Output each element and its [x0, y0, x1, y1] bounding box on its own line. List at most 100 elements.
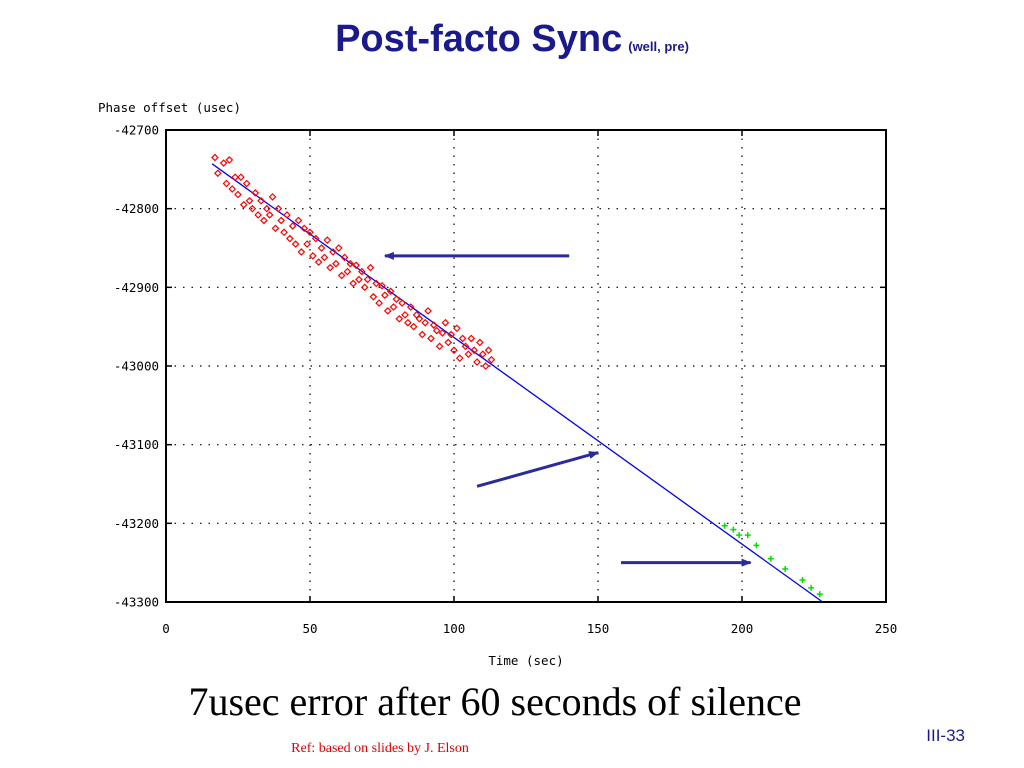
red-data-point: [323, 236, 332, 244]
red-data-point: [297, 248, 306, 256]
y-tick-label: -43200: [114, 516, 159, 531]
red-data-point: [277, 216, 286, 225]
red-data-point: [360, 283, 369, 292]
slide-caption: 7usec error after 60 seconds of silence: [188, 679, 802, 724]
red-data-point: [340, 253, 349, 262]
red-data-point: [213, 169, 222, 178]
green-data-point: [767, 555, 774, 562]
red-data-point: [274, 204, 283, 213]
red-data-point: [265, 211, 274, 219]
red-data-point: [458, 334, 467, 343]
red-data-point: [404, 318, 412, 327]
red-data-point: [288, 222, 297, 230]
red-data-point: [435, 342, 444, 351]
red-data-point: [441, 318, 450, 327]
x-tick-label: 250: [875, 621, 898, 636]
red-data-point: [251, 189, 260, 197]
red-data-point: [280, 228, 288, 237]
red-data-point: [260, 216, 268, 225]
red-data-point: [478, 350, 487, 359]
x-axis-label: Time (sec): [488, 653, 563, 668]
grid-lines: [166, 130, 886, 602]
green-data-point: [808, 584, 815, 591]
green-data-point: [799, 576, 806, 583]
y-tick-label: -43300: [114, 595, 159, 610]
y-axis-label: Phase offset (usec): [98, 100, 241, 115]
red-data-point: [375, 299, 383, 307]
red-data-point: [332, 259, 340, 268]
red-data-point: [473, 358, 481, 366]
red-data-point: [447, 330, 455, 339]
red-data-point: [366, 263, 375, 272]
red-data-point: [372, 279, 381, 288]
red-data-point: [329, 248, 337, 256]
red-data-point: [283, 211, 291, 219]
red-data-point: [427, 334, 435, 343]
x-tick-label: 0: [162, 621, 170, 636]
red-data-point: [464, 350, 473, 359]
red-data-point: [285, 234, 294, 243]
red-data-point: [306, 228, 314, 237]
green-data-point: [744, 532, 751, 539]
red-data-point: [294, 216, 303, 225]
slide-title: Post-facto Sync: [335, 18, 623, 60]
red-data-point: [453, 324, 461, 333]
red-data-point: [357, 267, 366, 276]
red-data-point: [409, 322, 418, 331]
red-data-point: [467, 334, 476, 343]
red-data-point: [311, 234, 320, 243]
red-data-point: [309, 252, 317, 260]
red-data-point: [228, 185, 237, 193]
fit-lines: [211, 163, 823, 603]
red-data-point: [225, 156, 234, 164]
red-data-point: [470, 346, 479, 355]
green-data-point: [736, 532, 743, 539]
red-data-point: [254, 211, 263, 219]
annotation-arrow: [476, 451, 599, 488]
red-data-point: [300, 224, 309, 233]
red-data-point: [378, 281, 386, 290]
slide-subtitle: (well, pre): [628, 39, 689, 54]
red-data-point: [392, 295, 401, 303]
green-data-point: [782, 565, 789, 572]
green-data-point: [753, 542, 760, 549]
y-tick-label: -42800: [114, 201, 159, 216]
x-tick-label: 200: [731, 621, 754, 636]
red-data-point: [334, 244, 343, 252]
y-tick-label: -43100: [114, 437, 159, 452]
red-data-point: [343, 267, 352, 276]
red-data-point: [395, 314, 404, 323]
red-data-point: [349, 279, 358, 288]
red-data-point: [242, 179, 251, 188]
red-data-point: [476, 338, 484, 347]
annotation-arrows: [383, 251, 752, 567]
red-data-point: [418, 330, 427, 339]
red-data-point: [415, 314, 424, 323]
red-data-point: [291, 240, 300, 248]
red-data-point: [432, 326, 441, 335]
green-data-point: [816, 591, 823, 598]
reference-note: Ref: based on slides by J. Elson: [291, 741, 469, 756]
red-data-point: [346, 259, 355, 268]
red-data-point: [398, 299, 407, 307]
red-data-point: [389, 303, 398, 311]
x-tick-label: 100: [443, 621, 466, 636]
red-data-point: [237, 173, 245, 182]
red-data-point: [268, 193, 277, 201]
x-tick-label: 150: [587, 621, 610, 636]
green-data-point: [721, 522, 728, 529]
red-data-point: [455, 354, 464, 362]
red-data-point: [487, 355, 496, 364]
y-tick-label: -43000: [114, 359, 159, 374]
y-tick-label: -42700: [114, 123, 159, 138]
red-data-point: [314, 258, 323, 267]
red-data-point: [317, 244, 326, 252]
data-points: [211, 153, 823, 598]
red-data-point: [219, 159, 228, 167]
red-data-point: [424, 307, 432, 315]
red-data-point: [231, 173, 239, 182]
red-data-point: [326, 263, 335, 272]
red-data-point: [363, 275, 372, 284]
red-data-point: [421, 318, 430, 327]
red-data-point: [386, 287, 395, 296]
